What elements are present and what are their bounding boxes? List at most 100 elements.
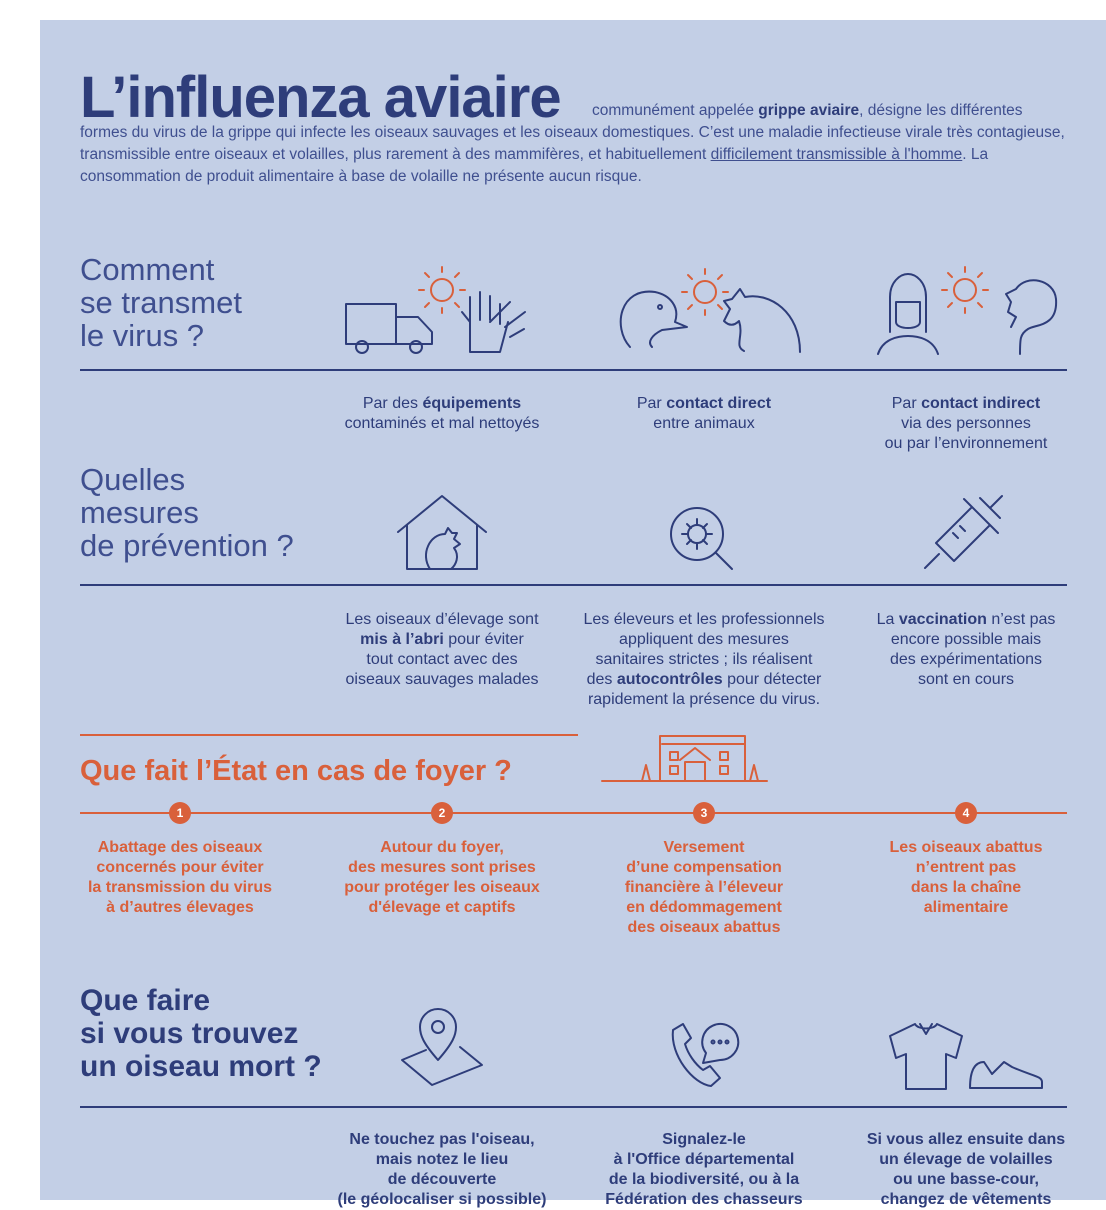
heading-line: se transmet xyxy=(80,285,242,320)
line: financière à l’éleveur xyxy=(624,879,784,896)
heading-line: Quelles xyxy=(80,462,186,497)
heading-line: Comment xyxy=(80,252,215,287)
step-number: 3 xyxy=(693,802,715,824)
line: à l'Office départemental xyxy=(613,1151,795,1168)
step-number: 4 xyxy=(955,802,977,824)
cap-bold: contact indirect xyxy=(921,395,1041,412)
line: Fédération des chasseurs xyxy=(605,1191,803,1208)
people-virus-icon xyxy=(877,266,1058,355)
cap-bold: mis à l’abri xyxy=(360,631,444,648)
heading-line: Que faire xyxy=(80,984,211,1017)
duck-chicken-virus-icon xyxy=(619,268,801,353)
page-title: L’influenza aviaire xyxy=(80,65,562,130)
cap-text: des xyxy=(586,671,617,688)
cap-text: Par xyxy=(891,395,922,412)
cap-text: La xyxy=(876,611,899,628)
heading-line: le virus ? xyxy=(80,318,205,353)
cap-text: tout contact avec des xyxy=(366,651,518,668)
line: d'élevage et captifs xyxy=(368,899,516,916)
line: en dédommagement xyxy=(626,899,782,916)
line: Versement xyxy=(663,839,745,856)
line: Les oiseaux abattus xyxy=(889,839,1043,856)
divider xyxy=(80,369,1067,371)
cap-text: appliquent des mesures xyxy=(619,631,789,648)
line: concernés pour éviter xyxy=(96,859,264,876)
line: pour protéger les oiseaux xyxy=(344,879,540,896)
divider xyxy=(80,1106,1067,1108)
caption-indirect-contact: Par contact indirect via des personnes ou … xyxy=(831,394,1101,454)
heading-line: un oiseau mort ? xyxy=(80,1050,322,1083)
cap-text: Par xyxy=(636,395,667,412)
intro-bold: grippe aviaire xyxy=(758,102,860,119)
advice-report: Signalez-le à l'Office départemental de la… xyxy=(569,1130,839,1210)
intro-text: communément appelée xyxy=(592,102,759,119)
cap-bold: équipements xyxy=(422,395,522,412)
step-number: 1 xyxy=(169,802,191,824)
line: dans la chaîne xyxy=(910,879,1022,896)
line: n’entrent pas xyxy=(915,859,1017,876)
syringe-icon xyxy=(924,495,1003,569)
caption-vaccination: La vaccination n’est pas encore possible … xyxy=(831,610,1101,690)
intro-text: . La consommation de produit alimentaire… xyxy=(80,146,989,185)
heading-line: mesures xyxy=(80,495,199,530)
line: un élevage de volailles xyxy=(879,1151,1053,1168)
cap-text: Les oiseaux d’élevage sont xyxy=(345,611,539,628)
chicken-house-icon xyxy=(397,495,487,570)
line: à d’autres élevages xyxy=(106,899,254,916)
cap-text: oiseaux sauvages malades xyxy=(345,671,539,688)
section-heading-prevention: Quelles mesures de prévention ? xyxy=(80,463,294,562)
cap-text: rapidement la présence du virus. xyxy=(587,691,821,708)
section-heading-dead-bird: Que faire si vous trouvez un oiseau mort ? xyxy=(80,984,322,1083)
step-number: 2 xyxy=(431,802,453,824)
cap-text: encore possible mais xyxy=(890,631,1042,648)
cap-text: sanitaires strictes ; ils réalisent xyxy=(595,651,813,668)
line: Signalez-le xyxy=(662,1131,746,1148)
heading-line: si vous trouvez xyxy=(80,1017,299,1050)
cap-text: Par des xyxy=(362,395,423,412)
steps-line xyxy=(80,812,1067,814)
orange-divider xyxy=(80,734,578,736)
truck-gloves-virus-icon xyxy=(345,266,526,354)
line: ou une basse-cour, xyxy=(893,1171,1039,1188)
step-text: Versement d’une compensation financière à … xyxy=(569,838,839,938)
line: Ne touchez pas l'oiseau, xyxy=(349,1131,535,1148)
line: Abattage des oiseaux xyxy=(97,839,263,856)
step-text: Autour du foyer, des mesures sont prises p… xyxy=(307,838,577,918)
caption-self-checks: Les éleveurs et les professionnels appliq… xyxy=(559,610,849,710)
phone-chat-icon xyxy=(671,1023,740,1087)
intro-link[interactable]: difficilement transmissible à l'homme xyxy=(710,146,963,163)
line: changez de vêtements xyxy=(880,1191,1052,1208)
cap-text: contaminés et mal nettoyés xyxy=(344,415,540,432)
cap-bold: contact direct xyxy=(666,395,772,412)
cap-text: via des personnes xyxy=(901,415,1031,432)
cap-text: pour éviter xyxy=(443,631,524,648)
line: Si vous allez ensuite dans xyxy=(866,1131,1066,1148)
step-text: Abattage des oiseaux concernés pour évite… xyxy=(45,838,315,918)
cap-text: pour détecter xyxy=(722,671,822,688)
cap-text: n’est pas xyxy=(986,611,1056,628)
advice-change-clothes: Si vous allez ensuite dans un élevage de … xyxy=(831,1130,1101,1210)
intro-text: , désigne les différentes formes du viru… xyxy=(80,102,1065,163)
cap-bold: autocontrôles xyxy=(616,671,723,688)
line: (le géolocaliser si possible) xyxy=(337,1191,547,1208)
line: mais notez le lieu xyxy=(375,1151,509,1168)
map-pin-icon xyxy=(401,1008,483,1086)
step-text: Les oiseaux abattus n’entrent pas dans la … xyxy=(831,838,1101,918)
caption-shelter: Les oiseaux d’élevage sont mis à l’abri p… xyxy=(307,610,577,690)
cap-bold: vaccination xyxy=(898,611,987,628)
caption-direct-contact: Par contact direct entre animaux xyxy=(569,394,839,434)
shirt-shoe-icon xyxy=(889,1023,1043,1090)
cap-text: sont en cours xyxy=(917,671,1015,688)
line: de découverte xyxy=(387,1171,497,1188)
cap-text: entre animaux xyxy=(653,415,755,432)
heading-line: de prévention ? xyxy=(80,528,294,563)
advice-dont-touch: Ne touchez pas l'oiseau, mais notez le li… xyxy=(307,1130,577,1210)
section-heading-transmission: Comment se transmet le virus ? xyxy=(80,253,242,352)
intro-paragraph: communément appelée grippe aviaire, dési… xyxy=(80,100,1070,188)
line: de la biodiversité, ou à la xyxy=(608,1171,800,1188)
cap-text: des expérimentations xyxy=(889,651,1043,668)
line: des oiseaux abattus xyxy=(627,919,781,936)
cap-text: Les éleveurs et les professionnels xyxy=(583,611,825,628)
line: la transmission du virus xyxy=(87,879,273,896)
line: des mesures sont prises xyxy=(348,859,536,876)
